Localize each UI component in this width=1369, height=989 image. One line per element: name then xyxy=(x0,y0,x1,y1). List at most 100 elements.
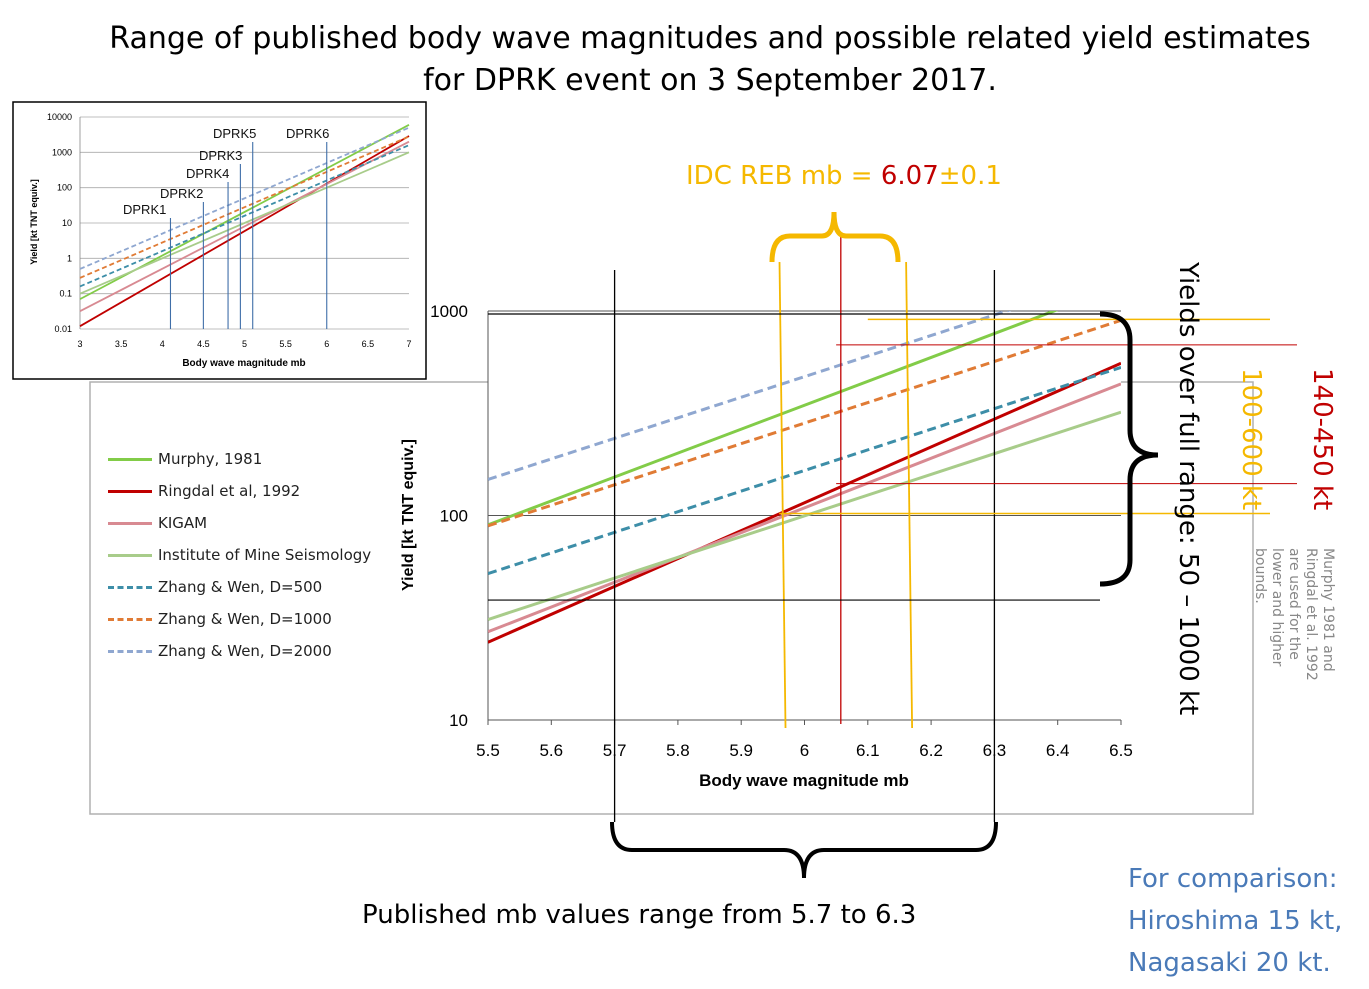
inset-series-line xyxy=(79,135,410,279)
reb-prefix: IDC REB mb = xyxy=(686,161,881,191)
legend-label: Zhang & Wen, D=500 xyxy=(158,578,323,596)
main-series-line xyxy=(488,318,1121,528)
comparison-note: For comparison: Hiroshima 15 kt, Nagasak… xyxy=(1128,858,1342,984)
legend-label: Institute of Mine Seismology xyxy=(158,546,372,564)
legend-swatch xyxy=(108,521,152,525)
inset-y-tick-label: 100 xyxy=(57,183,72,193)
main-x-tick-label: 5.6 xyxy=(539,741,563,760)
main-x-tick-label: 6.1 xyxy=(856,741,880,760)
orange-yield-range-label: 100-600 kt xyxy=(1236,368,1266,511)
legend-label: KIGAM xyxy=(158,514,208,532)
main-y-tick-label: 100 xyxy=(440,507,468,526)
red-yield-range-label: 140-450 kt xyxy=(1307,368,1337,511)
main-x-tick-label: 6.5 xyxy=(1109,741,1133,760)
reb-lower-line xyxy=(778,261,787,729)
legend-label: Zhang & Wen, D=2000 xyxy=(158,642,332,660)
main-x-tick-label: 6.3 xyxy=(983,741,1007,760)
legend-swatch xyxy=(108,585,152,589)
legend-swatch xyxy=(108,553,152,557)
comparison-line: For comparison: xyxy=(1128,864,1338,894)
main-series-line xyxy=(488,382,1121,634)
bounds-note-line: lower and higher xyxy=(1269,548,1285,667)
reb-brace xyxy=(769,211,901,263)
reb-uncertainty: ±0.1 xyxy=(938,161,1002,191)
yields-full-range-label: Yields over full range: 50 – 1000 kt xyxy=(1173,262,1203,716)
inset-x-tick-label: 5 xyxy=(242,339,247,349)
inset-x-tick-label: 3 xyxy=(77,339,82,349)
inset-event-label: DPRK5 xyxy=(213,126,256,141)
title-line-1: Range of published body wave magnitudes … xyxy=(109,21,1311,56)
legend-label: Zhang & Wen, D=1000 xyxy=(158,610,332,628)
main-x-tick-label: 5.7 xyxy=(603,741,627,760)
main-x-tick-label: 6 xyxy=(800,741,809,760)
inset-y-tick-label: 1000 xyxy=(52,147,72,157)
inset-x-tick-label: 6 xyxy=(324,339,329,349)
inset-x-tick-label: 4 xyxy=(160,339,165,349)
inset-x-tick-label: 3.5 xyxy=(115,339,128,349)
bounds-note-line: are used for the xyxy=(1286,548,1302,660)
inset-series-line xyxy=(79,151,410,295)
reb-upper-line xyxy=(905,261,914,729)
legend-item: KIGAM xyxy=(108,507,371,539)
inset-y-tick-label: 10 xyxy=(62,218,72,228)
yield-brace xyxy=(1099,311,1159,587)
legend-item: Zhang & Wen, D=2000 xyxy=(108,635,371,667)
inset-series-line xyxy=(79,144,410,288)
main-x-tick-label: 6.4 xyxy=(1046,741,1070,760)
main-x-tick-label: 5.5 xyxy=(476,741,500,760)
legend-item: Zhang & Wen, D=500 xyxy=(108,571,371,603)
reb-annotation: IDC REB mb = 6.07±0.1 xyxy=(686,161,1002,191)
legend-item: Institute of Mine Seismology xyxy=(108,539,371,571)
main-x-tick-label: 5.8 xyxy=(666,741,690,760)
inset-x-axis-label: Body wave magnitude mb xyxy=(182,358,305,369)
main-series-line xyxy=(488,311,1059,527)
main-y-tick-label: 10 xyxy=(449,711,468,730)
legend-item: Ringdal et al, 1992 xyxy=(108,475,371,507)
chart-legend: Murphy, 1981 Ringdal et al, 1992 KIGAM Inst… xyxy=(108,443,371,667)
published-brace xyxy=(610,821,998,879)
comparison-line: Hiroshima 15 kt, xyxy=(1128,906,1343,936)
legend-swatch xyxy=(108,457,152,461)
bounds-note-line: bounds. xyxy=(1252,548,1268,604)
inset-y-axis-label: Yield [kt TNT equiv.] xyxy=(29,179,39,265)
legend-swatch xyxy=(108,649,152,653)
inset-frame xyxy=(12,101,427,380)
inset-event-label: DPRK1 xyxy=(123,202,166,217)
inset-event-label: DPRK6 xyxy=(286,126,329,141)
inset-y-tick-label: 1 xyxy=(67,253,72,263)
legend-label: Ringdal et al, 1992 xyxy=(158,482,301,500)
inset-x-tick-label: 6.5 xyxy=(362,339,375,349)
inset-y-tick-label: 10000 xyxy=(47,112,72,122)
inset-event-label: DPRK3 xyxy=(199,148,242,163)
main-series-line xyxy=(488,365,1121,576)
inset-event-label: DPRK4 xyxy=(186,166,229,181)
main-x-tick-label: 5.9 xyxy=(729,741,753,760)
inset-series-line xyxy=(79,126,410,270)
legend-item: Zhang & Wen, D=1000 xyxy=(108,603,371,635)
bounds-note-line: Ringdal et al. 1992 xyxy=(1303,548,1319,681)
published-range-label: Published mb values range from 5.7 to 6.… xyxy=(362,900,917,930)
inset-x-tick-label: 5.5 xyxy=(279,339,292,349)
page-title: Range of published body wave magnitudes … xyxy=(60,18,1360,102)
inset-event-label: DPRK2 xyxy=(160,186,203,201)
legend-item: Murphy, 1981 xyxy=(108,443,371,475)
bounds-note: Murphy 1981 and Ringdal et al. 1992 are … xyxy=(1251,548,1336,708)
inset-series-line xyxy=(79,135,410,327)
inset-series-line xyxy=(79,140,410,312)
comparison-line: Nagasaki 20 kt. xyxy=(1128,948,1331,978)
main-series-line xyxy=(488,361,1121,644)
legend-label: Murphy, 1981 xyxy=(158,450,263,468)
legend-swatch xyxy=(108,617,152,621)
main-x-axis-label: Body wave magnitude mb xyxy=(699,771,909,790)
reb-value: 6.07 xyxy=(880,161,939,191)
main-x-tick-label: 6.2 xyxy=(919,741,943,760)
title-line-2: for DPRK event on 3 September 2017. xyxy=(423,63,997,98)
legend-swatch xyxy=(108,489,152,493)
main-y-tick-label: 1000 xyxy=(430,302,468,321)
inset-x-tick-label: 7 xyxy=(406,339,411,349)
inset-x-tick-label: 4.5 xyxy=(197,339,210,349)
inset-y-tick-label: 0.01 xyxy=(54,324,72,334)
main-series-line xyxy=(488,410,1121,621)
inset-y-tick-label: 0.1 xyxy=(59,289,72,299)
